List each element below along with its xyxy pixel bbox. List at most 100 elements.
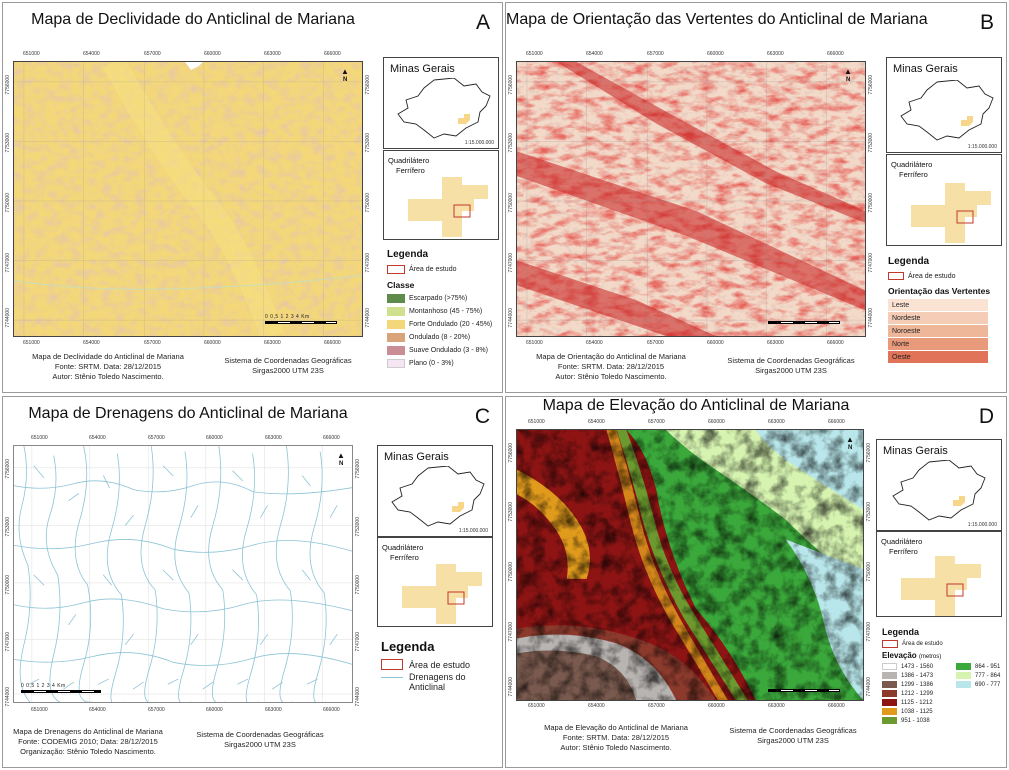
coord-y-label: 7750000 <box>508 562 514 582</box>
coord-y-label: 7744000 <box>5 687 11 707</box>
north-label: N <box>339 461 344 467</box>
legend-item-study-area: Área de estudo <box>888 272 1006 280</box>
north-arrow-icon: ▲ <box>846 435 854 444</box>
coord-y-label: 7753000 <box>508 133 514 153</box>
coord-x-label: 666000 <box>827 340 844 346</box>
aspect-map-raster <box>517 62 865 336</box>
coord-y-label: 7750000 <box>866 562 872 582</box>
inset-quadrilatero: Quadrilátero Ferrífero <box>876 531 1002 617</box>
legend-heading: Legenda <box>387 249 429 260</box>
coord-y-label: 7747000 <box>866 622 872 642</box>
coord-x-label: 657000 <box>647 340 664 346</box>
legend-item: 951 - 1038 <box>882 717 952 724</box>
coord-x-label: 657000 <box>648 419 665 425</box>
inset-state-title: Minas Gerais <box>883 445 948 457</box>
panel-drenagens: Mapa de Drenagens do Anticlinal de Maria… <box>2 396 503 768</box>
panel-elevacao: Mapa de Elevação do Anticlinal de Marian… <box>505 396 1007 768</box>
minas-gerais-outline <box>391 466 485 527</box>
coord-x-label: 657000 <box>144 340 161 346</box>
coord-x-label: 654000 <box>586 51 603 57</box>
coord-x-label: 663000 <box>265 435 282 441</box>
legend-item: Ondulado (8 - 20%) <box>387 333 502 342</box>
coord-x-label: 654000 <box>89 707 106 713</box>
legend-subheading: Elevação (metros) <box>882 651 942 660</box>
legend-heading: Legenda <box>888 256 930 267</box>
elevation-map <box>516 429 864 701</box>
inset-minas-gerais: Minas Gerais 1:15.000.000 <box>377 445 493 537</box>
aspect-map <box>516 61 866 337</box>
coord-x-label: 654000 <box>586 340 603 346</box>
legend-item: 690 - 777 <box>956 681 1006 688</box>
coord-x-label: 666000 <box>323 707 340 713</box>
coord-x-label: 660000 <box>206 435 223 441</box>
coord-y-label: 7744000 <box>866 677 872 697</box>
coord-y-label: 7753000 <box>868 133 874 153</box>
scale-bar <box>768 689 858 698</box>
legend-item: 1212 - 1299 <box>882 690 952 697</box>
inset-scale: 1:15.000.000 <box>967 144 997 150</box>
inset-quadrilatero: Quadrilátero Ferrífero <box>383 150 499 240</box>
drainage-network <box>14 446 352 702</box>
legend-item: Leste <box>888 299 1006 311</box>
coord-y-label: 7756000 <box>866 443 872 463</box>
coord-x-label: 657000 <box>148 707 165 713</box>
coord-y-label: 7756000 <box>365 75 371 95</box>
minas-gerais-outline <box>892 460 986 521</box>
coord-x-label: 651000 <box>528 703 545 709</box>
minas-gerais-outline <box>900 80 994 141</box>
coord-x-label: 663000 <box>767 340 784 346</box>
coord-x-label: 663000 <box>264 340 281 346</box>
coord-y-label: 7747000 <box>365 253 371 273</box>
map-title: Mapa de Elevação do Anticlinal de Marian… <box>542 397 850 414</box>
coord-x-label: 657000 <box>144 51 161 57</box>
legend-slope: Legenda Área de estudo Classe Escarpado … <box>387 249 502 372</box>
quadrilatero-shape <box>402 564 482 624</box>
legend-drainage: Legenda Área de estudo Drenagens do Antic… <box>381 639 501 694</box>
coord-y-label: 7747000 <box>5 253 11 273</box>
scale-bar <box>768 321 858 330</box>
coord-x-label: 654000 <box>83 51 100 57</box>
inset-qf-title: Quadrilátero Ferrífero <box>382 543 424 562</box>
coord-y-label: 7756000 <box>5 459 11 479</box>
legend-aspect: Legenda Área de estudo Orientação das Ve… <box>888 256 1006 364</box>
legend-item: Plano (0 - 3%) <box>387 359 502 368</box>
coord-x-label: 651000 <box>23 51 40 57</box>
inset-qf-title: Quadrilátero Ferrífero <box>891 160 933 179</box>
quadrilatero-shape <box>901 556 981 616</box>
coord-x-label: 654000 <box>89 435 106 441</box>
coord-x-label: 651000 <box>31 707 48 713</box>
inset-minas-gerais: Minas Gerais 1:15.000.000 <box>886 57 1002 153</box>
coord-x-label: 651000 <box>526 51 543 57</box>
coordinate-system: Sistema de Coordenadas Geográficas Sirga… <box>729 726 857 745</box>
coord-x-label: 660000 <box>707 340 724 346</box>
coord-y-label: 7753000 <box>5 133 11 153</box>
inset-minas-gerais: Minas Gerais 1:15.000.000 <box>876 439 1002 531</box>
coord-y-label: 7750000 <box>868 193 874 213</box>
coord-x-label: 651000 <box>23 340 40 346</box>
inset-quadrilatero: Quadrilátero Ferrífero <box>886 154 1002 246</box>
legend-heading: Legenda <box>882 627 920 637</box>
legend-item: Forte Ondulado (20 - 45%) <box>387 320 502 329</box>
coord-y-label: 7747000 <box>5 632 11 652</box>
legend-item: 1299 - 1386 <box>882 681 952 688</box>
inset-state-title: Minas Gerais <box>384 451 449 463</box>
coord-y-label: 7750000 <box>5 193 11 213</box>
coordinate-system: Sistema de Coordenadas Geográficas Sirga… <box>224 356 352 375</box>
north-label: N <box>343 77 348 83</box>
inset-qf-title: Quadrilátero Ferrífero <box>881 537 923 556</box>
coord-y-label: 7756000 <box>868 75 874 95</box>
scale-bar-label: 0 0,5 1 2 3 4 Km <box>21 683 66 689</box>
coord-y-label: 7750000 <box>355 575 361 595</box>
coord-x-label: 660000 <box>707 51 724 57</box>
coord-x-label: 666000 <box>324 340 341 346</box>
coord-y-label: 7744000 <box>868 308 874 328</box>
panel-letter: A <box>475 11 490 34</box>
map-title: Mapa de Orientação das Vertentes do Anti… <box>506 11 928 28</box>
coord-x-label: 651000 <box>31 435 48 441</box>
coord-y-label: 7744000 <box>365 308 371 328</box>
coord-x-label: 657000 <box>647 51 664 57</box>
legend-item-study-area: Área de estudo <box>882 640 1006 648</box>
legend-item: Nordeste <box>888 312 1006 324</box>
coord-x-label: 651000 <box>528 419 545 425</box>
legend-item: Suave Ondulado (3 - 8%) <box>387 346 502 355</box>
